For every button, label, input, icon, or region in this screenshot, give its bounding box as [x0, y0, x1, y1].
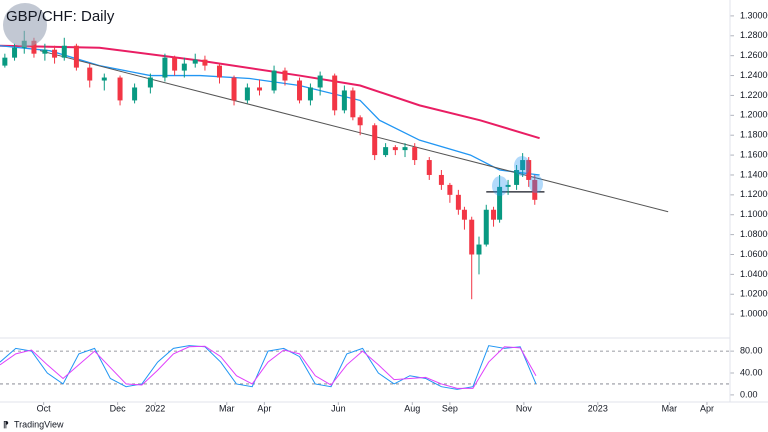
- candle-body: [61, 45, 67, 58]
- highlight: [514, 156, 530, 176]
- candle-body: [31, 40, 37, 54]
- candle-body: [87, 67, 93, 81]
- candle-body: [469, 219, 475, 255]
- candle-body: [271, 70, 277, 91]
- candle-body: [202, 59, 208, 66]
- highlight: [529, 175, 543, 193]
- x-tick-label: Mar: [219, 403, 235, 413]
- candle-body: [12, 47, 18, 58]
- line: [39, 50, 669, 213]
- y-tick-label: 0.00: [740, 389, 758, 399]
- x-tick-label: Apr: [700, 403, 714, 413]
- line: [0, 345, 537, 389]
- candle-body: [505, 184, 511, 187]
- x-tick-label: 2022: [145, 403, 165, 413]
- candle-body: [383, 147, 389, 156]
- price-pane: 1.00000 1.02000 1.04000 1.06000 1.08000 1.100…: [0, 10, 768, 319]
- y-tick-label: 1.08000: [740, 229, 768, 239]
- y-tick-label: 1.18000: [740, 130, 768, 140]
- candle-body: [341, 90, 347, 111]
- candle-body: [297, 80, 303, 101]
- line: [0, 345, 537, 390]
- candle-body: [447, 184, 453, 195]
- highlight: [492, 176, 508, 196]
- candle-body: [216, 65, 222, 78]
- y-tick-label: 1.02000: [740, 289, 768, 299]
- x-tick-label: Aug: [404, 403, 420, 413]
- candle-body: [282, 70, 288, 81]
- candle-body: [532, 179, 538, 200]
- y-tick-label: 1.04000: [740, 269, 768, 279]
- y-tick-label: 1.26000: [740, 50, 768, 60]
- brand: TradingView: [14, 419, 64, 429]
- candle-body: [332, 75, 338, 111]
- y-tick-label: 1.28000: [740, 30, 768, 40]
- candle-body: [357, 117, 363, 126]
- candle-body: [402, 147, 408, 151]
- logo: [3, 3, 47, 47]
- y-tick-label: 1.14000: [740, 169, 768, 179]
- chart-title: GBP/CHF: Daily: [6, 8, 115, 25]
- candle-body: [350, 90, 356, 118]
- candle-body: [497, 186, 503, 220]
- candle-body: [231, 77, 237, 101]
- candle-body: [412, 147, 418, 161]
- candle-body: [192, 59, 198, 64]
- y-tick-label: 1.24000: [740, 70, 768, 80]
- candle-body: [483, 209, 489, 245]
- y-tick-label: 1.00000: [740, 309, 768, 319]
- x-tick-label: Nov: [516, 403, 533, 413]
- candle-body: [514, 169, 520, 185]
- x-tick-label: Mar: [662, 403, 678, 413]
- candle-body: [461, 209, 467, 220]
- candle-body: [52, 49, 58, 58]
- candle-body: [257, 87, 263, 91]
- candle-body: [172, 57, 178, 71]
- y-tick-label: 80.00: [740, 346, 763, 356]
- y-tick-label: 1.12000: [740, 189, 768, 199]
- y-tick-label: 1.22000: [740, 90, 768, 100]
- candle-body: [520, 160, 526, 170]
- candle-body: [42, 49, 48, 54]
- candle-body: [317, 75, 323, 88]
- candle-body: [426, 160, 432, 175]
- x-tick-label: Dec: [110, 403, 127, 413]
- candle-body: [438, 174, 444, 185]
- candle-body: [2, 57, 8, 66]
- line: [0, 44, 540, 140]
- candle-body: [372, 125, 378, 156]
- candle-body: [117, 77, 123, 101]
- candle-body: [101, 77, 107, 81]
- candle-body: [244, 87, 250, 101]
- stochastic-pane: 0.00 40.00 80.00: [0, 345, 763, 399]
- candle-body: [491, 209, 497, 220]
- candle-body: [132, 87, 138, 101]
- candle-body: [526, 160, 532, 180]
- x-tick-label: Jun: [331, 403, 346, 413]
- x-tick-label: Oct: [37, 403, 52, 413]
- candle-body: [181, 63, 187, 71]
- candle-body: [455, 194, 461, 210]
- candle-body: [392, 147, 398, 151]
- brand-icon: ⁋: [3, 419, 9, 429]
- y-tick-label: 1.10000: [740, 209, 768, 219]
- y-tick-label: 1.06000: [740, 249, 768, 259]
- candle-body: [73, 45, 79, 68]
- x-tick-label: Apr: [257, 403, 271, 413]
- candle-body: [162, 57, 168, 78]
- x-tick-label: 2023: [588, 403, 608, 413]
- candle-body: [476, 244, 482, 255]
- y-tick-label: 40.00: [740, 367, 763, 377]
- candle-body: [307, 87, 313, 101]
- x-tick-label: Sep: [442, 403, 458, 413]
- y-tick-label: 1.16000: [740, 149, 768, 159]
- candle-body: [147, 77, 153, 88]
- y-tick-label: 1.20000: [740, 110, 768, 120]
